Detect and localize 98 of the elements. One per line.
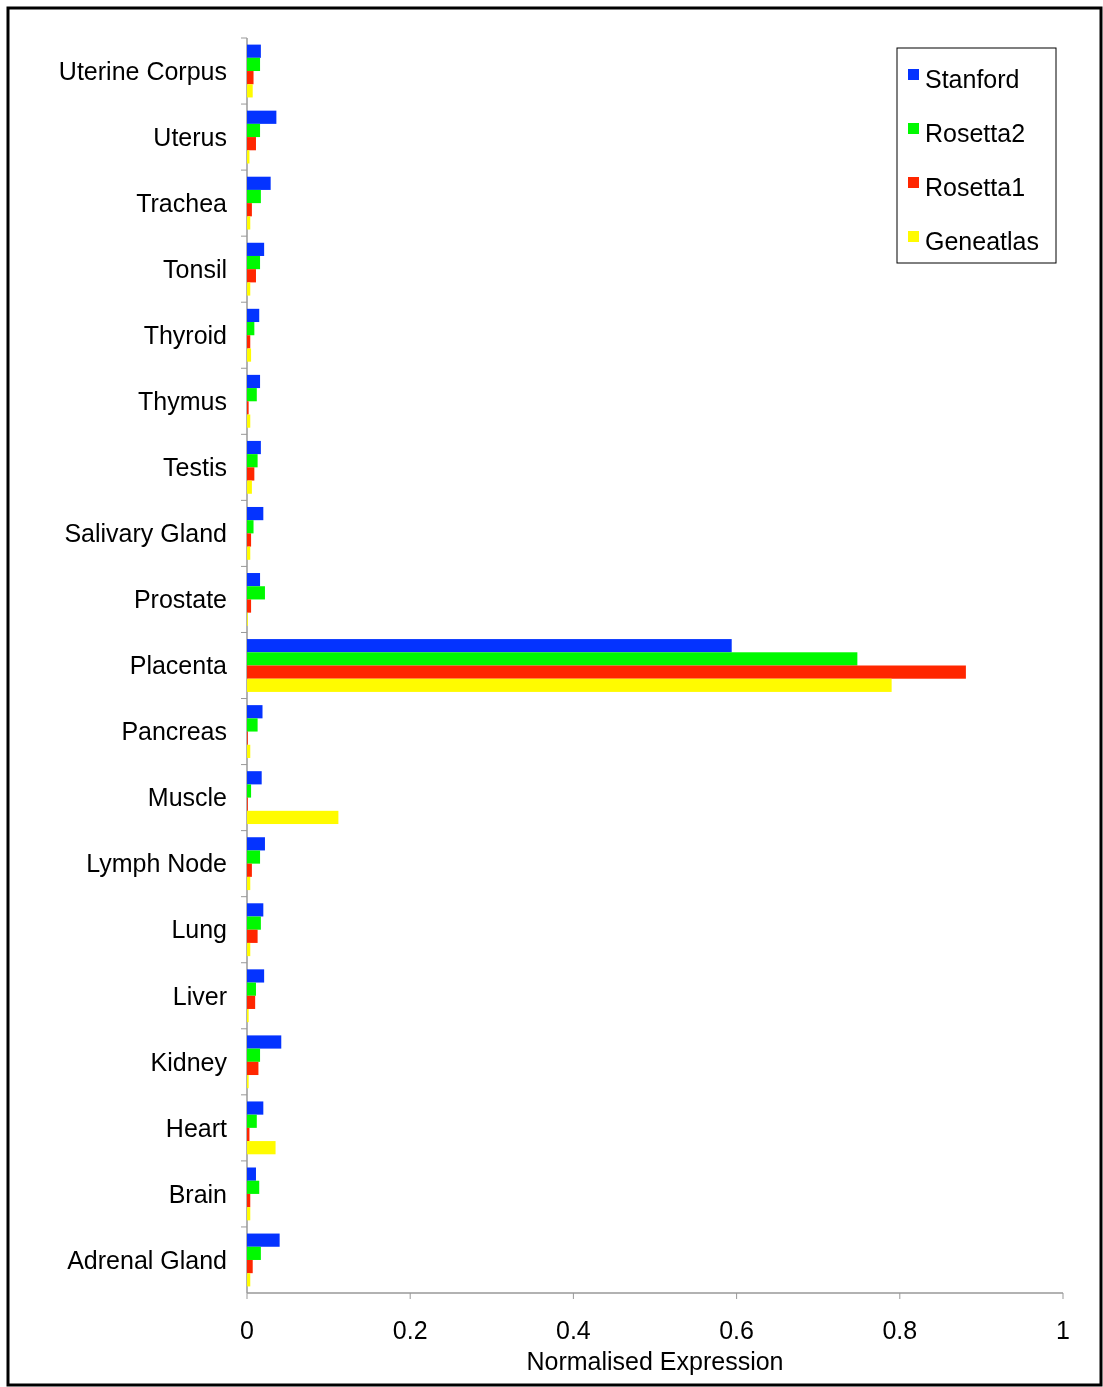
bar [247, 969, 265, 983]
bar [247, 705, 263, 719]
bar [247, 282, 251, 296]
x-axis-title: Normalised Expression [526, 1347, 784, 1375]
y-tick-label: Uterus [153, 122, 227, 151]
bar [247, 1259, 253, 1274]
bar [247, 1207, 251, 1221]
y-tick-label: Thyroid [143, 320, 227, 349]
bar [247, 203, 252, 217]
bar [247, 44, 261, 58]
legend-label: Rosetta1 [925, 172, 1026, 201]
bar [247, 652, 858, 666]
y-tick-label: Thymus [138, 387, 227, 416]
bar [247, 480, 252, 494]
y-tick-label: Tonsil [163, 254, 227, 283]
bar [247, 71, 254, 85]
y-tick-label: Kidney [150, 1047, 228, 1076]
y-tick-label: Muscle [147, 783, 227, 812]
bar [247, 982, 256, 996]
bar [247, 1167, 256, 1181]
bar [247, 995, 256, 1009]
bar [247, 586, 265, 600]
bar [247, 639, 732, 653]
y-tick-label: Heart [165, 1113, 228, 1142]
bar [247, 374, 261, 389]
bar [247, 322, 255, 336]
x-tick-label: 0.8 [882, 1316, 918, 1344]
bar [247, 242, 265, 256]
y-tick-label: Prostate [133, 585, 227, 614]
y-tick-label: Placenta [129, 651, 228, 680]
x-tick-label: 0.2 [392, 1316, 428, 1344]
bar [247, 771, 262, 785]
bar [247, 388, 257, 402]
bar [247, 1035, 282, 1049]
y-tick-label: Pancreas [121, 717, 227, 746]
bar [247, 176, 271, 190]
legend-label: Rosetta2 [925, 118, 1026, 147]
bar [247, 863, 252, 877]
bar [247, 520, 254, 534]
bar [247, 744, 251, 758]
bar [247, 255, 261, 270]
bar [247, 216, 251, 230]
bar [247, 665, 966, 679]
y-tick-label: Testis [163, 453, 227, 482]
y-tick-label: Lymph Node [86, 849, 227, 878]
bar [247, 1114, 257, 1128]
bar [247, 1193, 251, 1208]
y-tick-label: Adrenal Gland [67, 1245, 227, 1274]
bar [247, 335, 251, 349]
bar [247, 1180, 260, 1194]
bar [247, 348, 252, 362]
y-tick-label: Salivary Gland [64, 519, 227, 548]
x-tick-label: 0.4 [556, 1316, 591, 1344]
bar [247, 903, 264, 917]
bar [247, 414, 251, 428]
bar [247, 506, 264, 521]
bar [247, 942, 251, 957]
bar [247, 916, 261, 930]
bar [247, 137, 256, 151]
bar [247, 110, 277, 124]
bar [247, 599, 252, 613]
bar [247, 810, 339, 825]
bar [247, 84, 253, 98]
bar [247, 308, 260, 323]
x-tick-label: 0 [240, 1316, 254, 1344]
bar [247, 837, 265, 851]
bar [247, 784, 252, 798]
y-tick-label: Brain [168, 1179, 227, 1208]
y-tick-label: Trachea [136, 188, 228, 217]
bar [247, 929, 258, 943]
bar [247, 269, 256, 283]
bar [247, 1048, 261, 1062]
bar [247, 1061, 259, 1076]
bar [247, 546, 251, 560]
bar [247, 440, 261, 455]
y-tick-label: Uterine Corpus [58, 56, 227, 85]
bar [247, 1273, 251, 1287]
bar [247, 123, 261, 138]
bar [247, 1246, 261, 1260]
bar [247, 57, 261, 72]
bar [247, 876, 251, 891]
x-tick-label: 0.6 [719, 1316, 754, 1344]
bar [247, 850, 261, 864]
legend-label: Geneatlas [925, 226, 1039, 255]
bar [247, 1101, 264, 1115]
bar [247, 573, 261, 587]
bar [247, 467, 255, 481]
bar [247, 533, 252, 547]
bar [247, 1141, 276, 1155]
bar [247, 718, 258, 732]
bar [247, 1233, 280, 1247]
bar [247, 678, 892, 692]
legend-label: Stanford [925, 64, 1020, 93]
y-tick-label: Liver [172, 981, 227, 1010]
bar [247, 454, 258, 468]
x-tick-label: 1 [1056, 1316, 1070, 1344]
bar [247, 189, 261, 204]
y-tick-label: Lung [171, 915, 227, 944]
